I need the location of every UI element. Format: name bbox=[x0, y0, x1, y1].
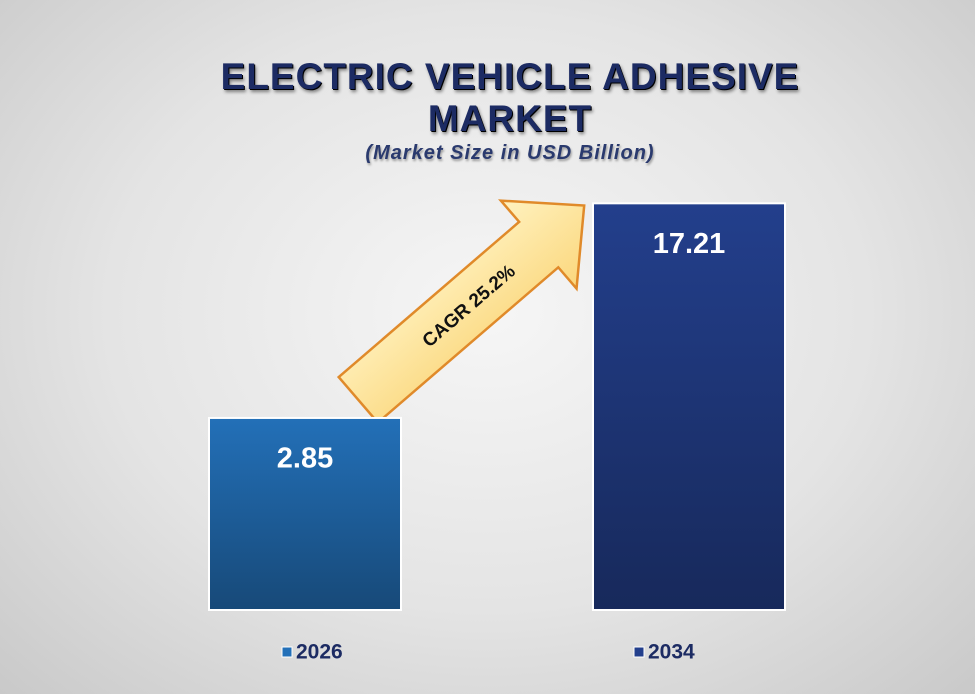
bar bbox=[592, 202, 786, 612]
legend-label: 2026 bbox=[296, 641, 343, 664]
chart-subtitle: (Market Size in USD Billion) bbox=[365, 142, 655, 164]
bar bbox=[208, 416, 402, 611]
value-label: 17.21 bbox=[653, 228, 726, 260]
value-label: 2.85 bbox=[277, 443, 333, 475]
cagr-arrow: CAGR 25.2% bbox=[336, 199, 586, 425]
legend-label: 2034 bbox=[648, 641, 695, 664]
legend-swatch bbox=[633, 646, 645, 658]
legend-swatch bbox=[281, 646, 293, 658]
chart-title: ELECTRIC VEHICLE ADHESIVE MARKET bbox=[220, 56, 800, 139]
